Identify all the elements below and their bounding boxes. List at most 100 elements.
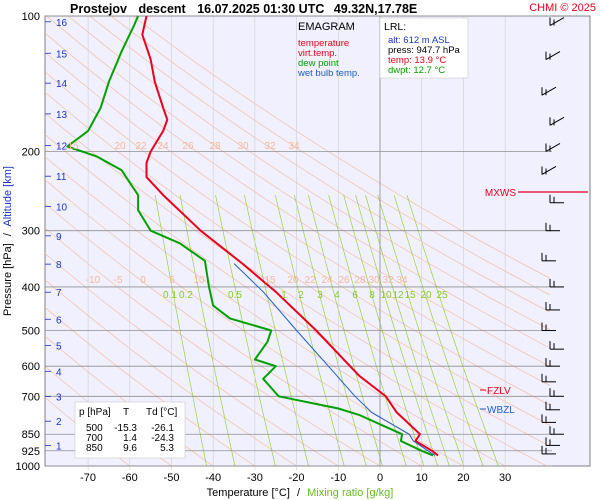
table-cell: 500 <box>86 423 103 434</box>
table-header-p: p [hPa] <box>79 407 111 418</box>
table-cell: -24.3 <box>151 433 174 444</box>
altitude-tick-label: 13 <box>56 110 68 121</box>
mixing-ratio-label: 20 <box>420 290 432 301</box>
fzlv-label: FZLV <box>487 386 511 397</box>
x-tick-label: 30 <box>499 472 511 484</box>
dry-adiabat-line <box>67 16 550 331</box>
dry-adiabat-line <box>45 71 550 406</box>
wind-barb <box>541 373 556 383</box>
mixing-ratio-label: 2 <box>298 290 304 301</box>
datetime: 16.07.2025 01:30 UTC <box>197 2 324 16</box>
altitude-tick-label: 15 <box>56 49 68 60</box>
x-tick-label: -30 <box>247 472 263 484</box>
wind-barb <box>545 358 560 367</box>
dry-adiabat-line <box>110 16 550 296</box>
altitude-tick-label: 4 <box>56 367 62 378</box>
dry-adiabat-label: 20 <box>287 275 299 286</box>
x-axis-title: Temperature [°C] / Mixing ratio [g/kg] <box>207 487 394 499</box>
dry-adiabat-label: 5 <box>169 275 175 286</box>
table-cell: -26.1 <box>151 423 174 434</box>
dry-adiabat-label: 10 <box>193 275 205 286</box>
wind-barb <box>549 194 564 204</box>
dry-adiabat-line <box>45 32 550 367</box>
legend-item-temperature: temperature <box>298 38 349 49</box>
legend-title: EMAGRAM <box>298 21 355 33</box>
wind-barb-staff <box>541 86 557 96</box>
mixing-ratio-label: 0.5 <box>228 290 242 301</box>
series-line-temperature <box>141 16 439 457</box>
mixing-ratio-line <box>355 195 439 466</box>
x-tick-label: -10 <box>330 472 346 484</box>
dry-adiabat-line <box>132 16 550 279</box>
x-axis-sep: / <box>297 487 301 499</box>
altitude-tick-label: 7 <box>56 288 62 299</box>
plot-area <box>44 15 591 467</box>
y-tick-label: 700 <box>22 391 40 403</box>
wind-barb <box>549 278 564 288</box>
table-cell: 850 <box>86 443 103 454</box>
mixing-ratio-label: 25 <box>436 290 448 301</box>
y-tick-label: 500 <box>22 326 40 338</box>
svg-text:Prostejov descent: Prostejov descent 16.07.2025 01:30 UTC 4… <box>70 2 417 16</box>
lrl-altitude: alt: 612 m ASL <box>388 35 450 46</box>
mixing-ratio-line <box>179 195 236 466</box>
mixing-ratio-line <box>215 195 276 466</box>
x-axis-label-mixing: Mixing ratio [g/kg] <box>307 487 393 499</box>
dry-adiabat-label: 15 <box>264 275 276 286</box>
y-axis-sep: / <box>2 232 14 236</box>
flight-mode: descent <box>138 2 186 16</box>
dry-adiabat-line <box>46 16 550 349</box>
altitude-tick-label: 11 <box>56 172 67 183</box>
wind-barb <box>541 166 557 175</box>
table-cell: 9.6 <box>123 443 137 454</box>
table-cell: 700 <box>86 433 103 444</box>
x-axis-label: Temperature [°C] <box>207 487 290 499</box>
dry-adiabat-label: 34 <box>396 275 408 286</box>
dry-adiabat-label: 26 <box>182 141 194 152</box>
legend-item-virtual-temperature: virt.temp. <box>298 48 337 59</box>
altitude-tick-label: 16 <box>56 18 68 29</box>
dry-adiabat-label: 22 <box>304 275 316 286</box>
dry-adiabat-label: 30 <box>237 141 249 152</box>
legend: EMAGRAM temperature virt.temp. dew point… <box>297 21 360 79</box>
wind-barb <box>545 437 560 446</box>
mixing-ratio-label: 0.2 <box>179 290 193 301</box>
mixing-ratio-line <box>274 195 345 466</box>
table-header-td: Td [°C] <box>146 407 177 418</box>
wind-barb <box>549 426 564 435</box>
x-tick-label: -40 <box>205 472 221 484</box>
y-tick-label: 850 <box>22 429 40 441</box>
mxws-label: MXWS <box>485 188 516 199</box>
lrl-title: LRL: <box>384 21 406 33</box>
mixing-ratio-label: 10 <box>380 290 392 301</box>
series-line-dew-point <box>66 16 434 457</box>
lrl-temperature: temp: 13.9 °C <box>388 55 446 66</box>
mixing-ratio-line <box>244 195 309 466</box>
wind-barb-staff <box>545 51 561 61</box>
legend-item-dew-point: dew point <box>298 58 339 69</box>
mixing-ratio-line <box>293 195 367 466</box>
dry-adiabat-label: -5 <box>114 275 123 286</box>
mixing-ratio-label: 4 <box>334 290 340 301</box>
altitude-tick-label: 10 <box>56 202 68 213</box>
wind-barb <box>541 322 556 332</box>
mixing-ratio-line <box>328 195 407 466</box>
y-tick-label: 1000 <box>16 461 40 473</box>
table-header-t: T <box>123 407 129 418</box>
x-tick-label: 10 <box>416 472 428 484</box>
level-markers: MXWS FZLV WBZL <box>480 188 588 416</box>
wind-barb <box>549 17 565 26</box>
mixing-ratio-lines <box>154 194 499 466</box>
mixing-ratio-line <box>393 194 484 466</box>
dry-adiabat-label: 20 <box>114 141 126 152</box>
table-cell: 1.4 <box>123 433 137 444</box>
wbzl-label: WBZL <box>487 405 515 416</box>
wind-barb <box>541 86 557 96</box>
dry-adiabat-label: 28 <box>354 275 366 286</box>
y-axis-label: Pressure [hPa] <box>2 243 14 316</box>
wind-barb <box>545 51 561 61</box>
altitude-tick-label: 12 <box>56 142 68 153</box>
y-tick-label: 300 <box>22 226 40 238</box>
